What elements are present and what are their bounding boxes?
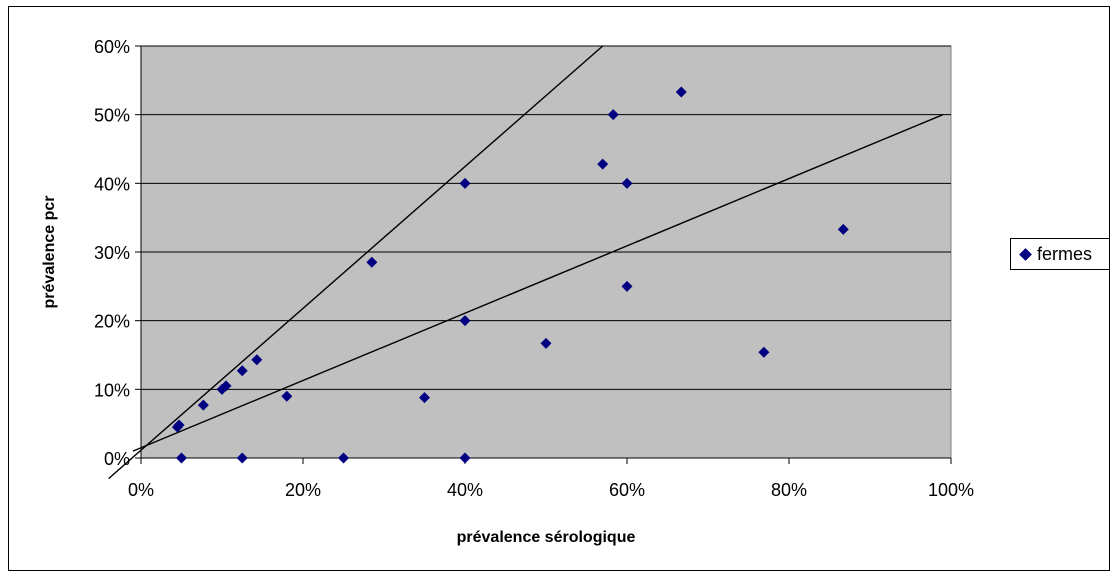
data-points xyxy=(171,86,849,464)
data-point xyxy=(459,452,471,464)
reference-line xyxy=(108,45,604,480)
data-point xyxy=(419,392,430,404)
data-point xyxy=(281,390,293,402)
y-tick-label: 10% xyxy=(94,380,130,400)
y-axis-title: prévalence pcr xyxy=(41,196,58,309)
x-tick-label: 20% xyxy=(285,480,321,500)
x-tick-label: 80% xyxy=(771,480,807,500)
data-point xyxy=(837,223,849,235)
data-point xyxy=(607,109,619,121)
data-point xyxy=(236,365,248,377)
data-point xyxy=(459,177,471,189)
data-point xyxy=(366,256,378,268)
x-axis-title: prévalence sérologique xyxy=(457,529,636,546)
data-point xyxy=(197,399,209,411)
data-point xyxy=(338,452,349,464)
y-axis-ticks: 0% 10% 20% 30% 40% 50% 60% xyxy=(94,37,141,469)
data-point xyxy=(758,346,770,358)
reference-line xyxy=(132,114,944,452)
y-tick-label: 0% xyxy=(104,449,130,469)
x-tick-label: 40% xyxy=(447,480,483,500)
gridlines xyxy=(141,45,951,390)
data-point xyxy=(540,337,552,349)
data-point xyxy=(220,380,232,392)
y-tick-label: 40% xyxy=(94,174,130,194)
y-tick-label: 30% xyxy=(94,243,130,263)
data-point xyxy=(459,315,471,327)
y-tick-label: 50% xyxy=(94,106,130,126)
y-tick-label: 60% xyxy=(94,37,130,57)
legend-marker-icon xyxy=(1019,247,1032,261)
data-point xyxy=(675,86,687,98)
x-tick-label: 100% xyxy=(928,480,974,500)
x-axis-ticks: 0% 20% 40% 60% 80% 100% xyxy=(128,458,974,500)
data-point xyxy=(621,177,633,189)
data-point xyxy=(251,354,263,366)
legend-label: fermes xyxy=(1037,243,1093,264)
x-tick-label: 0% xyxy=(128,480,154,500)
legend: fermes xyxy=(1010,238,1110,270)
reference-lines xyxy=(108,45,944,480)
y-tick-label: 20% xyxy=(94,312,130,332)
data-point xyxy=(236,452,248,464)
data-point xyxy=(621,280,633,292)
data-point xyxy=(173,419,185,431)
data-point xyxy=(176,452,187,464)
x-tick-label: 60% xyxy=(609,480,645,500)
data-point xyxy=(597,158,609,170)
